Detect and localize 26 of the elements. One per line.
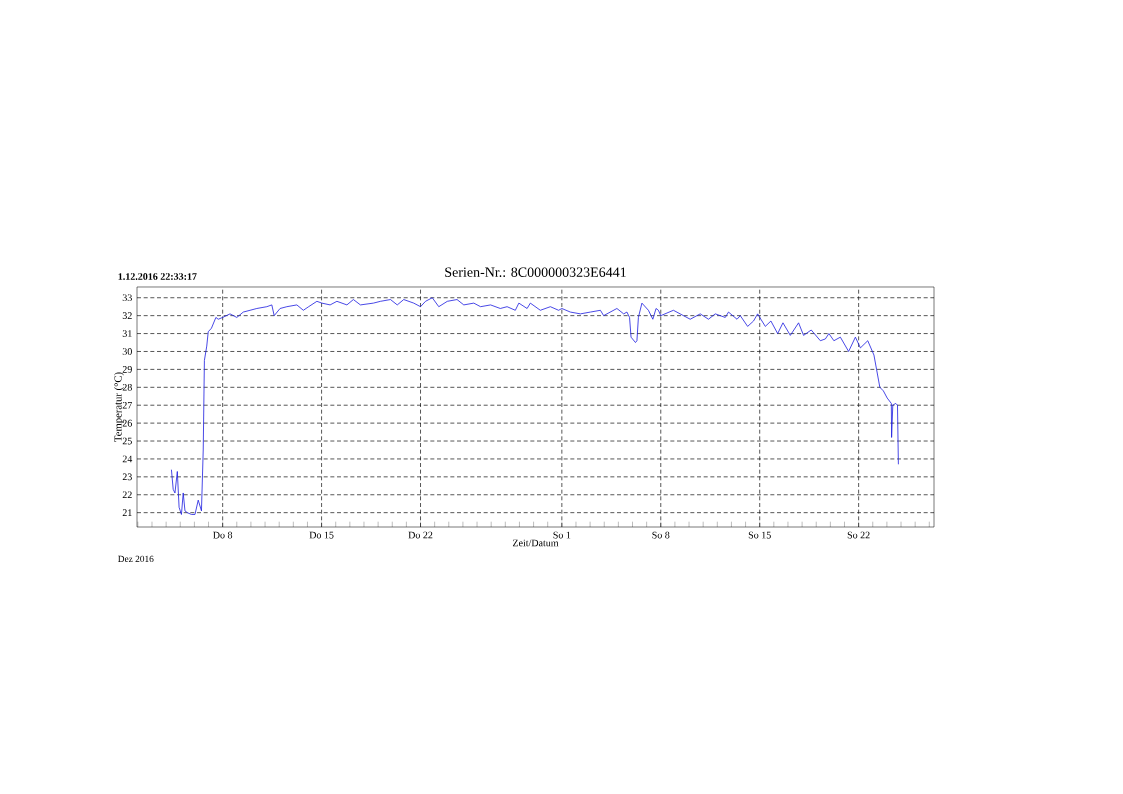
line-series xyxy=(171,297,899,515)
x-tick-label: Do 22 xyxy=(408,531,433,539)
y-tick-label: 32 xyxy=(122,312,132,320)
y-tick-label: 29 xyxy=(122,366,132,373)
x-tick-label: So 1 xyxy=(553,531,571,539)
x-tick-label: Do 8 xyxy=(213,531,233,539)
x-tick-label: Do 15 xyxy=(309,531,334,539)
y-tick-label: 31 xyxy=(122,330,132,337)
x-tick-label: So 22 xyxy=(847,531,870,539)
y-axis-title: Temperatur (°C) xyxy=(114,372,124,442)
y-tick-label: 22 xyxy=(122,491,132,499)
y-tick-label: 25 xyxy=(122,437,132,445)
text: Dez 2016 xyxy=(118,555,154,562)
chart-title: Serien-Nr.: 8C000000323E6441 xyxy=(445,267,626,277)
y-tick-label: 33 xyxy=(122,294,132,302)
y-tick-label: 23 xyxy=(122,473,132,481)
x-tick-label: So 8 xyxy=(652,531,670,539)
y-tick-label: 30 xyxy=(122,348,132,355)
y-tick-label: 27 xyxy=(122,401,132,409)
y-tick-label: 24 xyxy=(122,455,133,463)
x-axis-title: Zeit/Datum xyxy=(512,539,559,547)
y-tick-label: 28 xyxy=(122,383,132,391)
y-tick-label: 21 xyxy=(122,509,132,516)
x-tick-label: So 15 xyxy=(748,531,771,539)
text: 1.12.2016 22:33:17 xyxy=(118,273,197,280)
y-tick-label: 26 xyxy=(122,419,132,427)
